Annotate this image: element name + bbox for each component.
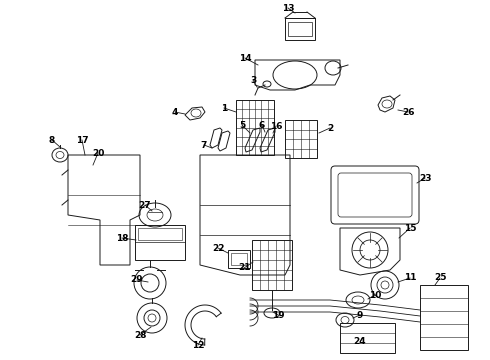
Text: 6: 6 <box>259 121 265 130</box>
Text: 26: 26 <box>402 108 414 117</box>
Text: 18: 18 <box>116 234 128 243</box>
Text: 29: 29 <box>131 275 143 284</box>
Text: 16: 16 <box>270 122 282 131</box>
Text: 21: 21 <box>238 264 250 273</box>
Bar <box>285 120 317 158</box>
Text: 20: 20 <box>92 149 104 158</box>
Text: 5: 5 <box>239 121 245 130</box>
Bar <box>228 250 250 268</box>
Text: 27: 27 <box>139 201 151 210</box>
Text: 25: 25 <box>434 274 446 283</box>
Bar <box>236 100 274 155</box>
Text: 10: 10 <box>369 291 381 300</box>
Text: 4: 4 <box>172 108 178 117</box>
Bar <box>135 225 185 260</box>
Bar <box>340 323 395 353</box>
Text: 12: 12 <box>192 341 204 350</box>
Text: 15: 15 <box>404 224 416 233</box>
Text: 24: 24 <box>354 338 367 346</box>
Text: 11: 11 <box>404 274 416 283</box>
Text: 8: 8 <box>49 135 55 144</box>
Text: 14: 14 <box>239 54 251 63</box>
Text: 17: 17 <box>75 135 88 144</box>
Text: 19: 19 <box>271 310 284 320</box>
Bar <box>420 285 468 350</box>
Bar <box>288 22 312 36</box>
Text: 28: 28 <box>134 330 146 339</box>
Bar <box>231 253 247 265</box>
Text: 22: 22 <box>212 243 224 252</box>
Bar <box>252 240 292 290</box>
Text: 23: 23 <box>419 174 431 183</box>
Text: 2: 2 <box>327 123 333 132</box>
Bar <box>285 18 315 40</box>
Text: 1: 1 <box>221 104 227 113</box>
Bar <box>138 228 182 240</box>
Text: 7: 7 <box>201 140 207 149</box>
Text: 3: 3 <box>250 76 256 85</box>
Text: 9: 9 <box>357 310 363 320</box>
Text: 13: 13 <box>282 4 294 13</box>
